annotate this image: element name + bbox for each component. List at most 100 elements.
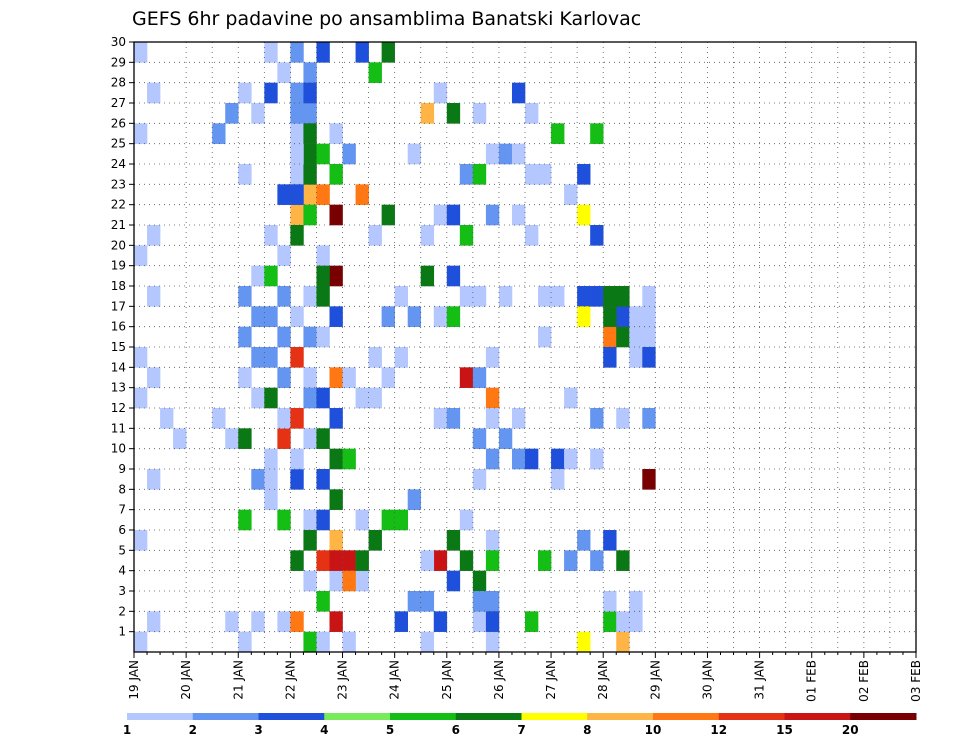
color-bar-label: 7 xyxy=(517,723,525,737)
color-bar-label: 8 xyxy=(583,723,591,737)
heatmap-cell xyxy=(316,143,330,165)
heatmap-cell xyxy=(329,611,343,632)
x-tick-label: 02 FEB xyxy=(857,660,871,702)
heatmap-cell xyxy=(485,448,500,470)
heatmap-cell xyxy=(603,530,617,551)
heatmap-cell xyxy=(342,143,356,165)
heatmap-cell xyxy=(629,306,643,327)
y-tick-label: 14 xyxy=(111,360,126,374)
y-axis: 1234567891011121314151617181920212223242… xyxy=(111,35,134,639)
heatmap-cell xyxy=(264,265,278,287)
heatmap-cell xyxy=(629,326,643,348)
heatmap-cell xyxy=(134,387,148,409)
heatmap-cell xyxy=(277,286,291,307)
heatmap-cell xyxy=(329,489,343,510)
heatmap-cell xyxy=(590,123,604,144)
heatmap-cell xyxy=(459,509,474,531)
heatmap-cell xyxy=(290,225,304,246)
x-tick-label: 23 JAN xyxy=(336,660,350,700)
heatmap-cell xyxy=(316,469,330,490)
y-tick-label: 22 xyxy=(111,198,126,212)
heatmap-cell xyxy=(264,225,278,246)
heatmap-cell xyxy=(316,184,330,205)
heatmap-cell xyxy=(147,611,161,632)
heatmap-cell xyxy=(577,286,591,307)
heatmap-cell xyxy=(616,611,630,632)
color-bar-label: 6 xyxy=(452,723,460,737)
heatmap-cell xyxy=(564,184,578,205)
x-tick-label: 26 JAN xyxy=(492,660,506,700)
heatmap-cell xyxy=(329,164,343,185)
color-bar-segment xyxy=(127,713,194,720)
chart-title: GEFS 6hr padavine po ansamblima Banatski… xyxy=(132,8,641,30)
heatmap-cell xyxy=(147,82,161,104)
heatmap-cell xyxy=(277,509,291,531)
heatmap-cell xyxy=(525,225,539,246)
heatmap-cell xyxy=(420,103,435,124)
heatmap-cell xyxy=(134,245,148,266)
heatmap-cell xyxy=(485,387,500,409)
heatmap-cell xyxy=(290,204,304,226)
heatmap-cell xyxy=(342,550,356,571)
heatmap-cell xyxy=(538,286,552,307)
heatmap-cell xyxy=(303,62,317,83)
color-bar-label: 2 xyxy=(189,723,197,737)
heatmap-cell xyxy=(238,428,252,449)
heatmap-cell xyxy=(433,550,448,571)
heatmap-cell xyxy=(290,347,304,368)
heatmap-cell xyxy=(329,408,343,429)
heatmap-cell xyxy=(264,42,278,63)
heatmap-cell xyxy=(616,286,630,307)
heatmap-cell xyxy=(147,286,161,307)
heatmap-cell xyxy=(290,408,304,429)
heatmap-cell xyxy=(303,164,317,185)
x-tick-label: 22 JAN xyxy=(283,660,297,700)
heatmap-cell xyxy=(355,387,369,409)
heatmap-cell xyxy=(355,550,369,571)
heatmap-cell xyxy=(329,570,343,592)
heatmap-cell xyxy=(342,631,356,653)
y-tick-label: 2 xyxy=(118,604,126,618)
heatmap-cell xyxy=(564,550,578,571)
heatmap-cell xyxy=(342,367,356,388)
heatmap-cell xyxy=(394,347,408,368)
heatmap-cell xyxy=(303,103,317,124)
color-bar-segment xyxy=(718,713,785,720)
heatmap-cell xyxy=(368,347,382,368)
heatmap-cell xyxy=(277,428,291,449)
heatmap-cell xyxy=(264,489,278,510)
heatmap-cell xyxy=(511,408,526,429)
heatmap-cell xyxy=(277,184,291,205)
color-bar-label: 15 xyxy=(776,723,793,737)
heatmap-cell xyxy=(134,42,148,63)
heatmap-cell xyxy=(590,225,604,246)
heatmap-cell xyxy=(381,367,395,388)
heatmap-cell xyxy=(303,326,317,348)
heatmap-cell xyxy=(303,509,317,531)
heatmap-cell xyxy=(616,306,630,327)
heatmap-cell xyxy=(264,387,278,409)
heatmap-cell xyxy=(420,631,435,653)
heatmap-cell xyxy=(316,631,330,653)
heatmap-cell xyxy=(446,204,461,226)
heatmap-cell xyxy=(290,42,304,63)
x-tick-label: 24 JAN xyxy=(388,660,402,700)
heatmap-cell xyxy=(642,326,656,348)
heatmap-cell xyxy=(485,347,500,368)
heatmap-cell xyxy=(629,347,643,368)
heatmap-cell xyxy=(316,509,330,531)
heatmap-cell xyxy=(381,42,395,63)
heatmap-cell xyxy=(290,82,304,104)
heatmap-cell xyxy=(433,204,448,226)
color-bar-label: 1 xyxy=(123,723,131,737)
heatmap-cell xyxy=(446,103,461,124)
x-tick-label: 28 JAN xyxy=(596,660,610,700)
heatmap-cell xyxy=(603,286,617,307)
heatmap-cell xyxy=(264,469,278,490)
heatmap-cell xyxy=(251,103,265,124)
heatmap-cell xyxy=(316,428,330,449)
color-bar-segment xyxy=(324,713,391,720)
heatmap-cell xyxy=(238,286,252,307)
heatmap-cell xyxy=(603,306,617,327)
